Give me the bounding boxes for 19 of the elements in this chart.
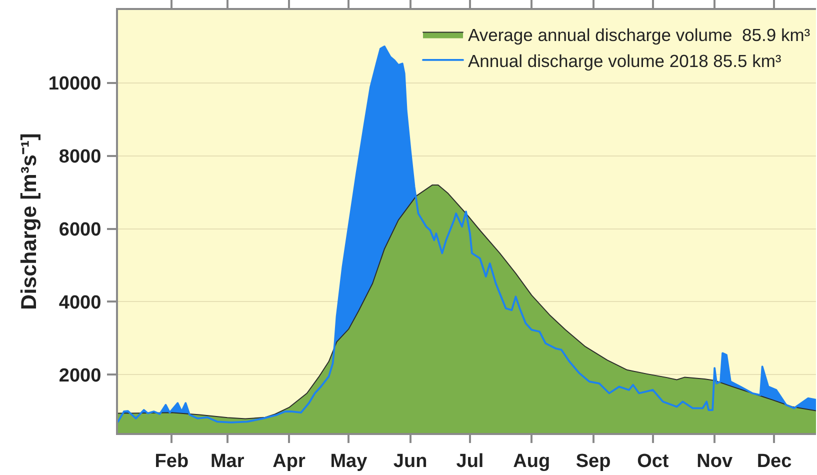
x-tick-label: Nov bbox=[696, 450, 733, 472]
x-tick-label: Oct bbox=[637, 450, 670, 472]
y-tick-label: 2000 bbox=[58, 365, 102, 386]
y-axis-title: Discharge [m³s⁻¹] bbox=[16, 133, 41, 310]
y-tick-label: 6000 bbox=[58, 219, 102, 240]
x-tick-label: Sep bbox=[576, 450, 611, 472]
x-tick-label: Feb bbox=[154, 450, 189, 472]
x-tick-label: Jul bbox=[456, 450, 484, 472]
legend-label: Annual discharge volume 2018 85.5 km³ bbox=[468, 50, 782, 71]
y-tick-label: 8000 bbox=[58, 146, 102, 168]
y-tick-label: 10000 bbox=[48, 74, 102, 95]
y-tick-label: 4000 bbox=[58, 292, 102, 314]
x-tick-label: May bbox=[330, 450, 368, 472]
x-tick-label: Dec bbox=[756, 450, 792, 472]
legend-label: Average annual discharge volume 85.9 km³ bbox=[468, 25, 810, 46]
x-tick-label: Apr bbox=[272, 450, 306, 472]
x-tick-label: Jun bbox=[393, 450, 428, 472]
x-tick-label: Mar bbox=[210, 450, 245, 472]
x-tick-label: Aug bbox=[513, 450, 550, 472]
